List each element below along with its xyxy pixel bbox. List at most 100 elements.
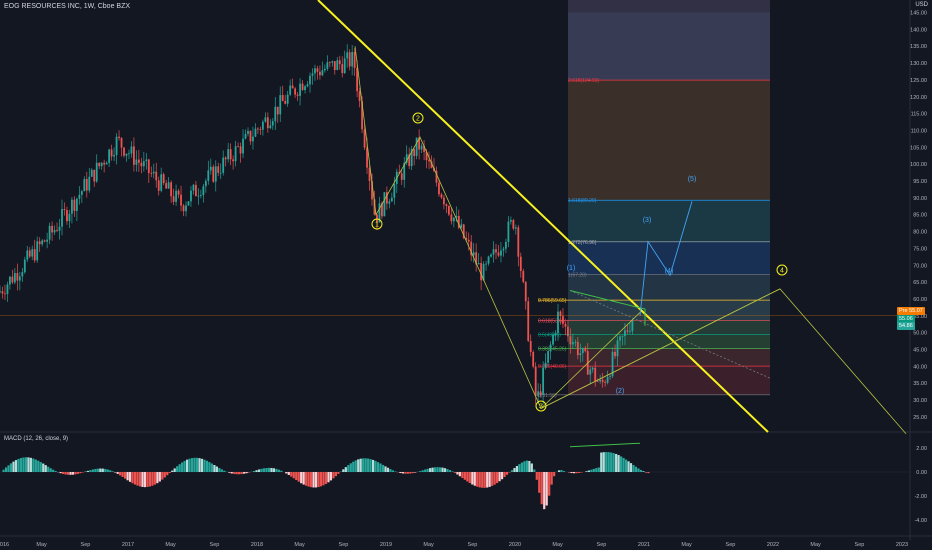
macd-histogram-bar [533, 469, 536, 472]
candle-body [435, 171, 438, 183]
macd-histogram-bar [287, 472, 290, 475]
macd-histogram-bar [647, 472, 650, 474]
macd-histogram-bar [354, 460, 357, 472]
candle-body [351, 51, 354, 67]
fib-zone [568, 274, 770, 301]
wave-channel [540, 312, 641, 409]
candle-body [147, 159, 150, 174]
candle-body [175, 190, 177, 202]
candle-body [589, 369, 592, 375]
macd-histogram-bar [265, 467, 268, 472]
candle-body [353, 51, 356, 68]
candle-body [244, 133, 247, 139]
macd-histogram-bar [37, 460, 40, 472]
macd-histogram-bar [312, 472, 315, 488]
candle-body [381, 203, 383, 217]
candle-body [343, 58, 346, 74]
macd-histogram-bar [471, 472, 474, 485]
wave-circle [371, 218, 383, 230]
macd-histogram-bar [101, 468, 104, 472]
candle-body [629, 331, 631, 332]
candle-body [100, 162, 103, 167]
macd-histogram-bar [436, 467, 439, 472]
candle-body [177, 190, 180, 195]
macd-histogram-bar [359, 458, 362, 472]
macd-histogram-bar [2, 469, 5, 472]
candle-body [195, 184, 197, 197]
candle-body [309, 75, 311, 85]
candle-body [514, 227, 517, 229]
candle-body [581, 347, 584, 354]
macd-histogram-bar [128, 472, 132, 482]
macd-histogram-bar [458, 472, 461, 477]
price-tick-label: 25.00 [913, 415, 927, 421]
macd-histogram-bar [505, 472, 509, 475]
candle-body [490, 254, 492, 257]
dotted-projection [569, 290, 771, 379]
macd-histogram-bar [639, 469, 643, 472]
candle-body [118, 136, 120, 138]
candle-body [440, 194, 443, 198]
macd-histogram-bar [143, 472, 147, 488]
macd-histogram-bar [379, 463, 382, 472]
candle-body [537, 391, 540, 397]
candle-body [576, 341, 579, 356]
candle-body [11, 276, 14, 283]
candle-body [455, 216, 458, 218]
candle-body [470, 241, 473, 256]
macd-histogram-bar [610, 452, 613, 472]
macd-histogram-bar [66, 472, 70, 475]
time-tick-label: Sep [597, 542, 607, 548]
macd-histogram-bar [372, 459, 375, 472]
candle-body [601, 379, 604, 383]
macd-histogram-bar [530, 463, 533, 472]
candle-body [165, 183, 168, 189]
macd-histogram-bar [324, 472, 328, 484]
currency-label[interactable]: USD [915, 2, 928, 8]
candle-body [626, 330, 629, 332]
macd-histogram-bar [391, 470, 395, 472]
macd-histogram-bar [483, 472, 486, 488]
macd-histogram-bar [54, 471, 57, 472]
macd-histogram-bar [161, 472, 164, 480]
price-tag-2: 55.06 [897, 315, 915, 324]
candle-body [544, 362, 547, 368]
candle-body [400, 173, 403, 180]
macd-histogram-bar [575, 472, 578, 474]
candle-body [23, 259, 26, 273]
candle-body [338, 60, 341, 65]
macd-histogram-bar [466, 472, 469, 482]
candle-body [115, 136, 118, 155]
candle-body [26, 250, 29, 260]
candle-body [289, 85, 292, 95]
macd-histogram-bar [210, 463, 213, 472]
candle-body [110, 149, 113, 157]
macd-histogram-bar [446, 469, 449, 472]
candle-body [348, 52, 351, 67]
candle-body [557, 311, 559, 334]
candle-body [73, 199, 76, 211]
macd-histogram-bar [238, 472, 241, 475]
macd-histogram-bar [634, 466, 638, 472]
macd-histogram-bar [59, 472, 62, 474]
candle-body [366, 147, 368, 168]
candle-body [534, 366, 537, 397]
candle-body [41, 240, 44, 245]
candle-body [219, 172, 222, 174]
candle-body [286, 94, 289, 104]
macd-tick-label: -2.00 [914, 494, 927, 500]
macd-histogram-bar [545, 472, 548, 506]
candle-body [609, 376, 611, 378]
candle-body [428, 160, 430, 162]
candle-body [0, 291, 1, 293]
fib-level-label: 0.236(40.06) [538, 364, 567, 370]
candle-body [276, 106, 279, 115]
macd-divergence-line [569, 442, 641, 448]
macd-title: MACD (12, 26, close, 9) [4, 436, 69, 442]
macd-histogram-bar [399, 472, 402, 474]
macd-histogram-bar [124, 472, 127, 479]
macd-histogram-bar [300, 472, 303, 484]
macd-histogram-bar [362, 458, 365, 472]
macd-histogram-bar [443, 468, 447, 472]
